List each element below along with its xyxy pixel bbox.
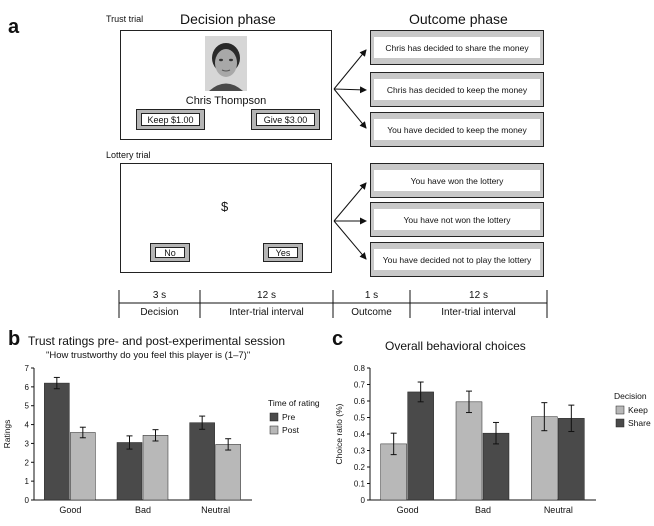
chart-b-y-tick-label: 0 — [25, 496, 30, 505]
timeline-duration-iti-1: 12 s — [257, 290, 276, 301]
trust-outcome-share-text: Chris has decided to share the money — [374, 37, 540, 58]
give-button[interactable]: Give $3.00 — [251, 109, 320, 130]
timeline-label-iti-1: Inter-trial interval — [229, 307, 304, 318]
chart-b-bar-pre — [44, 382, 70, 501]
chart-b-legend-swatch-post — [269, 425, 279, 435]
trust-branch-arrows — [333, 49, 367, 129]
chart-c-bar-keep — [455, 401, 483, 501]
chart-b-bar-post — [70, 432, 96, 501]
lottery-outcome-not-won-text: You have not won the lottery — [374, 209, 540, 230]
timeline-duration-outcome: 1 s — [364, 290, 379, 301]
trust-outcome-share: Chris has decided to share the money — [370, 30, 544, 65]
panel-letter-b: b — [8, 328, 21, 350]
player-photo — [205, 36, 247, 91]
yes-button-label: Yes — [268, 247, 298, 258]
timeline-label-iti-2: Inter-trial interval — [441, 307, 516, 318]
no-button[interactable]: No — [150, 243, 190, 262]
chart-b-legend-title: Time of rating — [268, 398, 320, 408]
chart-b-x-tick-label: Good — [59, 505, 81, 515]
chart-b-legend-label-pre: Pre — [282, 412, 296, 422]
chart-c-legend-swatch-share — [615, 418, 625, 428]
chart-c-y-tick-label: 0 — [361, 496, 366, 505]
trust-outcome-keep: Chris has decided to keep the money — [370, 72, 544, 107]
chart-c-bar-share — [407, 391, 434, 501]
lottery-outcome-won: You have won the lottery — [370, 163, 544, 198]
chart-b-legend-swatch-pre — [269, 412, 279, 422]
trust-outcome-self-keep-text: You have decided to keep the money — [374, 119, 540, 140]
chart-b-y-tick-label: 3 — [25, 439, 30, 448]
chart-b-y-tick-label: 7 — [25, 364, 30, 373]
chart-c-legend-swatch-keep — [615, 405, 625, 415]
lottery-outcome-not-play: You have decided not to play the lottery — [370, 242, 544, 277]
lottery-outcome-not-play-text: You have decided not to play the lottery — [374, 249, 540, 270]
chart-c-legend-label-keep: Keep — [628, 405, 648, 415]
lottery-trial-label: Lottery trial — [106, 150, 151, 160]
decision-phase-title: Decision phase — [180, 11, 276, 27]
trust-outcome-self-keep: You have decided to keep the money — [370, 112, 544, 147]
chart-b-y-tick-label: 6 — [25, 383, 30, 392]
chart-c-y-tick-label: 0.3 — [354, 447, 366, 456]
lottery-outcome-not-won: You have not won the lottery — [370, 202, 544, 237]
chart-b-legend-label-post: Post — [282, 425, 300, 435]
keep-button-label: Keep $1.00 — [141, 113, 200, 126]
chart-b-subtitle: "How trustworthy do you feel this player… — [46, 350, 251, 361]
trust-outcome-keep-text: Chris has decided to keep the money — [374, 79, 540, 100]
chart-c-bar-keep — [531, 416, 558, 501]
timeline-label-outcome: Outcome — [351, 307, 392, 318]
lottery-outcome-won-text: You have won the lottery — [374, 170, 540, 191]
chart-b: 0 1 2 3 4 5 6 7 Ratings Good Bad Neutral Time of rat… — [2, 364, 320, 515]
chart-b-y-tick-label: 5 — [25, 402, 30, 411]
no-button-label: No — [155, 247, 185, 258]
timeline-duration-decision: 3 s — [152, 290, 167, 301]
chart-b-y-tick-label: 2 — [25, 458, 30, 467]
lottery-decision-screen: $ No Yes — [120, 163, 332, 273]
chart-c-y-axis-label: Choice ratio (%) — [334, 403, 344, 464]
panel-letter-c: c — [332, 328, 344, 350]
player-name: Chris Thompson — [185, 95, 267, 107]
chart-b-bar-post — [142, 435, 169, 501]
chart-c-legend-title: Decision — [614, 391, 647, 401]
keep-button[interactable]: Keep $1.00 — [136, 109, 205, 130]
chart-c-legend-label-share: Share — [628, 418, 651, 428]
chart-c-y-tick-label: 0.1 — [354, 480, 366, 489]
chart-c-y-tick-label: 0.6 — [354, 397, 366, 406]
trust-decision-screen: Chris Thompson Keep $1.00 Give $3.00 — [120, 30, 332, 140]
dollar-symbol: $ — [221, 199, 229, 214]
chart-c-y-tick-label: 0.8 — [354, 364, 366, 373]
chart-b-x-tick-label: Neutral — [201, 505, 230, 515]
chart-b-y-tick-label: 1 — [25, 477, 30, 486]
give-button-label: Give $3.00 — [256, 113, 315, 126]
chart-c-y-tick-label: 0.5 — [354, 414, 366, 423]
chart-b-y-axis-label: Ratings — [2, 420, 12, 449]
chart-c-title: Overall behavioral choices — [385, 339, 526, 353]
chart-c-y-tick-label: 0.7 — [354, 381, 366, 390]
chart-c-y-tick-label: 0.4 — [354, 430, 366, 439]
chart-b-x-tick-label: Bad — [135, 505, 151, 515]
chart-b-bar-pre — [116, 442, 143, 501]
chart-c: 0 0.1 0.2 0.3 0.4 0.5 0.6 0.7 0.8 Choice ratio (%… — [334, 364, 651, 515]
trust-trial-label: Trust trial — [106, 14, 144, 24]
timeline-duration-iti-2: 12 s — [469, 290, 488, 301]
chart-b-bar-pre — [189, 422, 215, 501]
chart-c-y-tick-label: 0.2 — [354, 463, 366, 472]
timeline-axis — [118, 290, 548, 318]
chart-b-bar-post — [215, 444, 241, 501]
chart-b-y-tick-label: 4 — [25, 421, 30, 430]
outcome-phase-title: Outcome phase — [409, 11, 508, 27]
lottery-branch-arrows — [333, 182, 367, 260]
chart-c-x-tick-label: Bad — [475, 505, 491, 515]
yes-button[interactable]: Yes — [263, 243, 303, 262]
timeline-label-decision: Decision — [140, 307, 179, 318]
panel-letter-a: a — [8, 16, 20, 38]
chart-c-x-tick-label: Neutral — [544, 505, 573, 515]
chart-c-x-tick-label: Good — [397, 505, 419, 515]
chart-b-title: Trust ratings pre- and post-experimental… — [28, 334, 286, 348]
